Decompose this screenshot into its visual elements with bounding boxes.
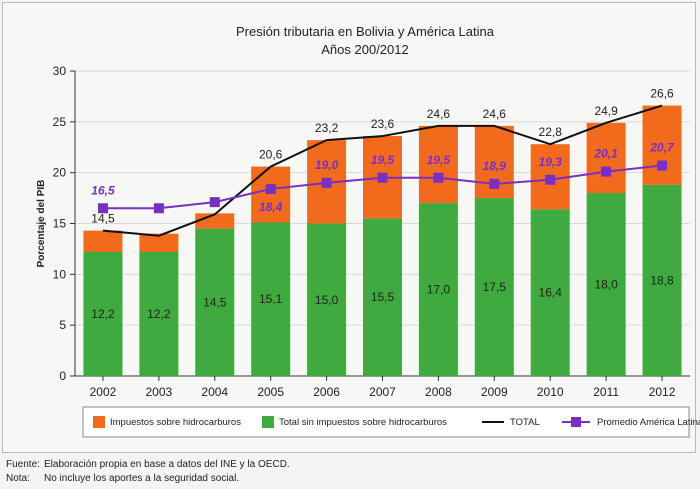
x-tick-label-2008: 2008 — [425, 385, 452, 399]
legend-label-total: TOTAL — [510, 417, 540, 428]
latam-marker-2002 — [97, 203, 108, 214]
bar-green-label-2007: 15,5 — [371, 290, 395, 304]
latam-label-2011: 20,1 — [593, 147, 618, 161]
latam-marker-2007 — [377, 172, 388, 183]
bar-green-2003 — [139, 251, 179, 376]
total-label-2005: 20,6 — [259, 148, 283, 162]
footnote-note-text: No incluye los aportes a la seguridad so… — [44, 473, 240, 484]
bar-green-2010 — [530, 209, 570, 376]
bar-green-2012 — [642, 184, 682, 376]
x-tick-label-2012: 2012 — [649, 385, 676, 399]
footnote-source: Fuente: Elaboración propia en base a dat… — [6, 458, 686, 472]
total-label-2008: 24,6 — [427, 107, 451, 121]
chart-title: Presión tributaria en Bolivia y América … — [236, 24, 495, 39]
legend-swatch-latam-marker — [571, 417, 581, 427]
footnote-note-key: Nota: — [6, 473, 30, 484]
y-tick-label-15: 15 — [53, 217, 67, 231]
bar-orange-2008 — [418, 125, 458, 204]
legend-label-latam: Promedio América Latina — [597, 417, 700, 428]
bar-green-label-2011: 18,0 — [594, 278, 618, 292]
latam-label-2007: 19,5 — [371, 153, 395, 167]
footnote-source-text: Elaboración propia en base a datos del I… — [44, 459, 290, 470]
x-tick-label-2005: 2005 — [257, 385, 284, 399]
y-tick-label-20: 20 — [53, 166, 67, 180]
x-tick-label-2007: 2007 — [369, 385, 396, 399]
latam-marker-2003 — [153, 203, 164, 214]
latam-marker-2006 — [321, 177, 332, 188]
bar-green-label-2009: 17,5 — [483, 280, 507, 294]
footnote-note: Nota: No incluye los aportes a la seguri… — [6, 472, 686, 486]
x-tick-label-2010: 2010 — [537, 385, 564, 399]
bar-orange-2003 — [139, 233, 179, 252]
legend-label-hidrocarburos: Impuestos sobre hidrocarburos — [110, 417, 241, 428]
chart: Presión tributaria en Bolivia y América … — [36, 24, 700, 438]
latam-marker-2011 — [601, 166, 612, 177]
footnote-source-key: Fuente: — [6, 459, 40, 470]
bar-green-label-2004: 14,5 — [203, 295, 227, 309]
y-tick-label-0: 0 — [59, 369, 66, 383]
footnotes: Fuente: Elaboración propia en base a dat… — [6, 458, 686, 486]
latam-label-2008: 19,5 — [427, 153, 451, 167]
x-tick-label-2003: 2003 — [146, 385, 173, 399]
bar-green-label-2006: 15,0 — [315, 293, 339, 307]
bar-green-2008 — [418, 203, 458, 376]
bar-green-2009 — [474, 198, 514, 376]
latam-marker-2010 — [545, 174, 556, 185]
total-label-2011: 24,9 — [594, 104, 618, 118]
bar-green-2005 — [251, 222, 291, 376]
latam-label-2006: 19,0 — [315, 158, 339, 172]
bar-green-label-2002: 12,2 — [91, 307, 115, 321]
bar-orange-2004 — [195, 213, 235, 229]
bar-green-label-2010: 16,4 — [539, 286, 563, 300]
latam-marker-2004 — [209, 197, 220, 208]
legend-swatch-hidrocarburos — [93, 416, 105, 428]
y-tick-label-5: 5 — [59, 318, 66, 332]
bar-green-2002 — [83, 251, 123, 376]
latam-label-2009: 18,9 — [483, 159, 507, 173]
total-label-2002: 14,5 — [91, 212, 115, 226]
latam-label-2005: 18,4 — [259, 200, 283, 214]
bar-green-2006 — [307, 223, 347, 376]
y-tick-label-30: 30 — [53, 64, 67, 78]
total-label-2006: 23,2 — [315, 121, 339, 135]
latam-label-2010: 19,3 — [539, 155, 563, 169]
x-tick-label-2002: 2002 — [90, 385, 117, 399]
chart-frame — [2, 2, 696, 453]
line-total — [102, 104, 663, 237]
bar-green-2004 — [195, 228, 235, 376]
total-label-2012: 26,6 — [650, 87, 674, 101]
total-label-2009: 24,6 — [483, 107, 507, 121]
x-tick-label-2006: 2006 — [313, 385, 340, 399]
total-label-2010: 22,8 — [539, 125, 563, 139]
bar-orange-2012 — [642, 105, 682, 185]
chart-subtitle: Años 200/2012 — [321, 42, 408, 57]
bar-green-label-2008: 17,0 — [427, 283, 451, 297]
total-label-2007: 23,6 — [371, 117, 395, 131]
latam-marker-2012 — [657, 160, 668, 171]
y-axis-label: Porcentaje del PIB — [36, 180, 47, 268]
bar-green-2011 — [586, 193, 626, 376]
bar-green-label-2005: 15,1 — [259, 292, 283, 306]
latam-marker-2009 — [489, 178, 500, 189]
latam-label-2002: 16,5 — [91, 183, 115, 197]
y-tick-label-25: 25 — [53, 115, 67, 129]
bar-orange-2005 — [251, 166, 291, 223]
bar-green-label-2012: 18,8 — [650, 273, 674, 287]
latam-marker-2008 — [433, 172, 444, 183]
latam-label-2012: 20,7 — [649, 141, 675, 155]
bar-green-label-2003: 12,2 — [147, 307, 171, 321]
latam-marker-2005 — [265, 183, 276, 194]
x-tick-label-2009: 2009 — [481, 385, 508, 399]
x-tick-label-2011: 2011 — [593, 385, 619, 399]
y-tick-label-10: 10 — [53, 267, 67, 281]
legend-swatch-sin-hidrocarburos — [262, 416, 274, 428]
bar-orange-2011 — [586, 122, 626, 193]
legend-label-sin-hidrocarburos: Total sin impuestos sobre hidrocarburos — [279, 417, 447, 428]
bar-orange-2002 — [83, 230, 123, 252]
x-tick-label-2004: 2004 — [201, 385, 228, 399]
bar-green-2007 — [363, 218, 402, 376]
